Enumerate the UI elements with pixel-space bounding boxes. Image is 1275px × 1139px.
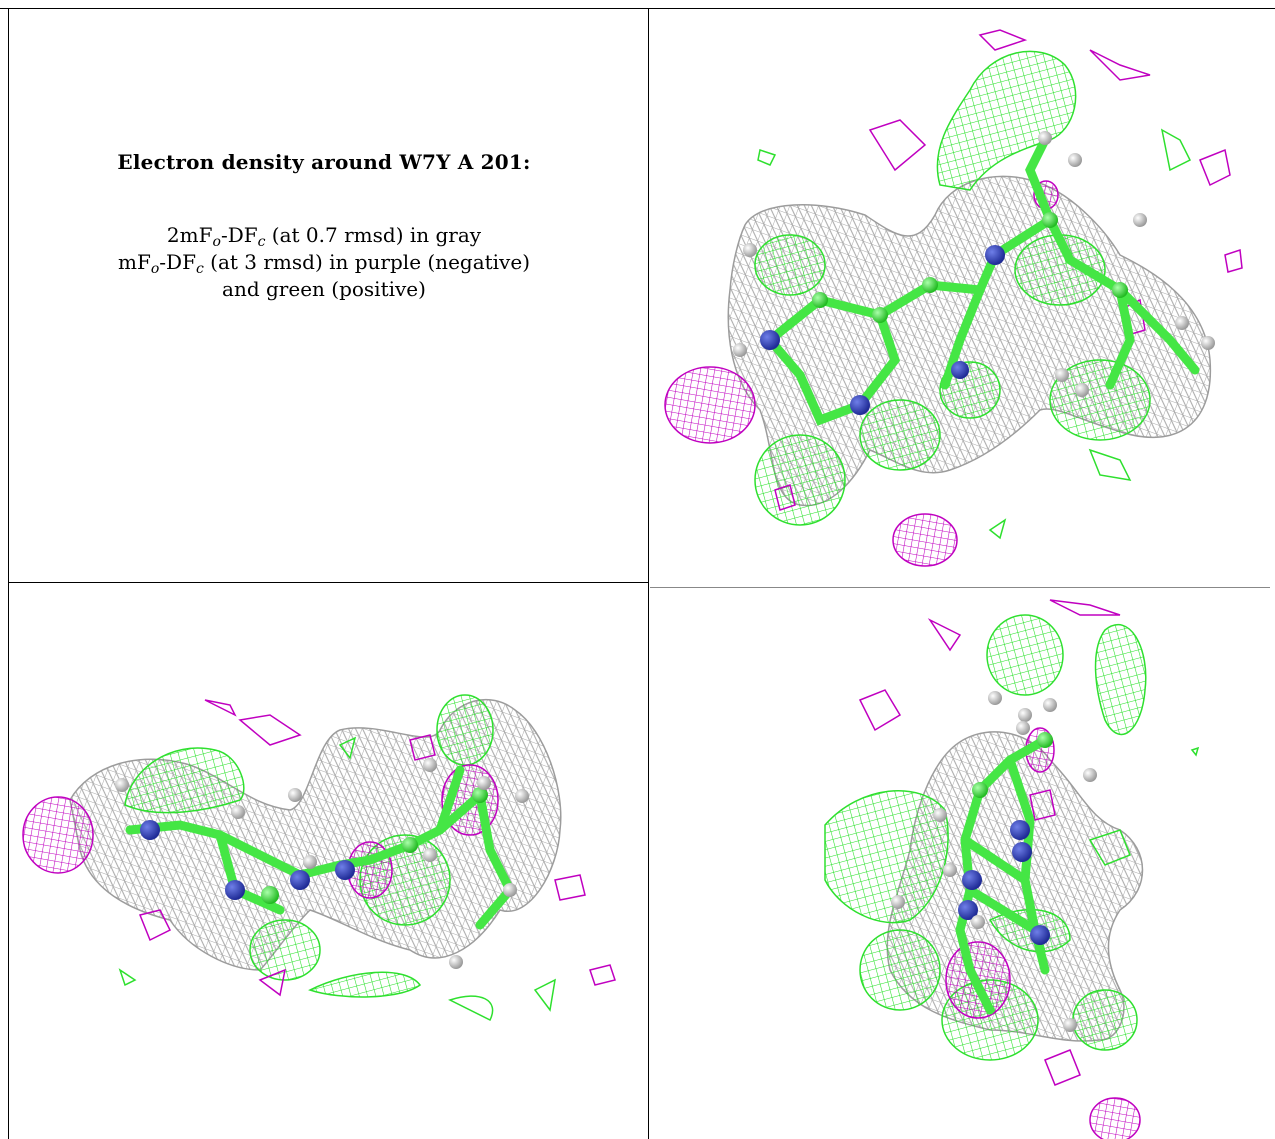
hydrogen-atom	[943, 863, 957, 877]
caption-line-purple: mFo-DFc (at 3 rmsd) in purple (negative)	[0, 249, 648, 276]
caption-text: (at 3 rmsd) in purple (negative)	[203, 250, 530, 274]
caption-title: Electron density around W7Y A 201:	[117, 150, 531, 174]
nitrogen-atom	[225, 880, 245, 900]
density-view-bottom-left	[10, 590, 646, 1139]
hydrogen-atom	[1201, 336, 1215, 350]
nitrogen-atom	[290, 870, 310, 890]
carbon-atom	[402, 837, 418, 853]
caption-subscript: o	[212, 234, 221, 250]
hydrogen-atom	[503, 883, 517, 897]
carbon-atom	[1037, 732, 1053, 748]
nitrogen-atom	[140, 820, 160, 840]
nitrogen-atom	[850, 395, 870, 415]
table-left-border	[8, 8, 9, 1139]
hydrogen-atom	[1063, 1018, 1077, 1032]
density-render	[824, 599, 1200, 1139]
green-density-mesh	[754, 50, 1192, 540]
nitrogen-atom	[1010, 820, 1030, 840]
density-render	[664, 29, 1243, 567]
caption-subscript: o	[150, 261, 160, 277]
nitrogen-atom	[951, 361, 969, 379]
carbon-atom	[922, 277, 938, 293]
caption-line-gray: 2mFo-DFc (at 0.7 rmsd) in gray	[0, 222, 648, 249]
caption-text: 2mF	[166, 223, 213, 247]
hydrogen-atom	[477, 776, 491, 790]
ligand-atoms	[115, 758, 529, 969]
hydrogen-atom	[449, 955, 463, 969]
hydrogen-atom	[1055, 368, 1069, 382]
hydrogen-atom	[1133, 213, 1147, 227]
table-row-divider-right	[650, 587, 1270, 588]
caption-text: -DF	[220, 223, 258, 247]
carbon-atom	[972, 782, 988, 798]
hydrogen-atom	[1068, 153, 1082, 167]
nitrogen-atom	[958, 900, 978, 920]
carbon-atom	[812, 292, 828, 308]
hydrogen-atom	[733, 343, 747, 357]
caption-subscript: c	[257, 234, 266, 250]
carbon-atom	[872, 307, 888, 323]
ligand-atoms	[733, 131, 1215, 415]
hydrogen-atom	[231, 805, 245, 819]
hydrogen-atom	[988, 691, 1002, 705]
table-middle-divider	[648, 8, 649, 1139]
caption-text: -DF	[159, 250, 196, 274]
ligand-atoms	[891, 691, 1097, 1032]
hydrogen-atom	[423, 848, 437, 862]
hydrogen-atom	[288, 788, 302, 802]
carbon-atom	[1112, 282, 1128, 298]
hydrogen-atom	[1175, 316, 1189, 330]
hydrogen-atom	[423, 758, 437, 772]
hydrogen-atom	[115, 778, 129, 792]
hydrogen-atom	[515, 789, 529, 803]
hydrogen-atom	[1038, 131, 1052, 145]
legend-caption: Electron density around W7Y A 201: 2mFo-…	[0, 150, 648, 303]
caption-line-green: and green (positive)	[222, 277, 426, 301]
nitrogen-atom	[1012, 842, 1032, 862]
hydrogen-atom	[891, 895, 905, 909]
hydrogen-atom	[1016, 721, 1030, 735]
hydrogen-atom	[1083, 768, 1097, 782]
density-render	[22, 694, 616, 1022]
nitrogen-atom	[760, 330, 780, 350]
density-view-bottom-right	[650, 590, 1270, 1139]
carbon-atom	[472, 787, 488, 803]
hydrogen-atom	[933, 808, 947, 822]
table-top-border	[0, 8, 1275, 9]
caption-text: (at 0.7 rmsd) in gray	[265, 223, 482, 247]
nitrogen-atom	[985, 245, 1005, 265]
hydrogen-atom	[971, 915, 985, 929]
hydrogen-atom	[1075, 383, 1089, 397]
nitrogen-atom	[335, 860, 355, 880]
hydrogen-atom	[743, 243, 757, 257]
carbon-atom	[261, 886, 279, 904]
hydrogen-atom	[303, 855, 317, 869]
density-view-top-right	[650, 10, 1270, 580]
hydrogen-atom	[1043, 698, 1057, 712]
green-density-mesh	[824, 614, 1200, 1061]
caption-subscript: c	[195, 261, 204, 277]
nitrogen-atom	[962, 870, 982, 890]
hydrogen-atom	[1018, 708, 1032, 722]
caption-text: mF	[118, 250, 151, 274]
carbon-atom	[1042, 212, 1058, 228]
nitrogen-atom	[1030, 925, 1050, 945]
table-row-divider	[8, 582, 648, 583]
purple-density-mesh	[664, 29, 1243, 567]
